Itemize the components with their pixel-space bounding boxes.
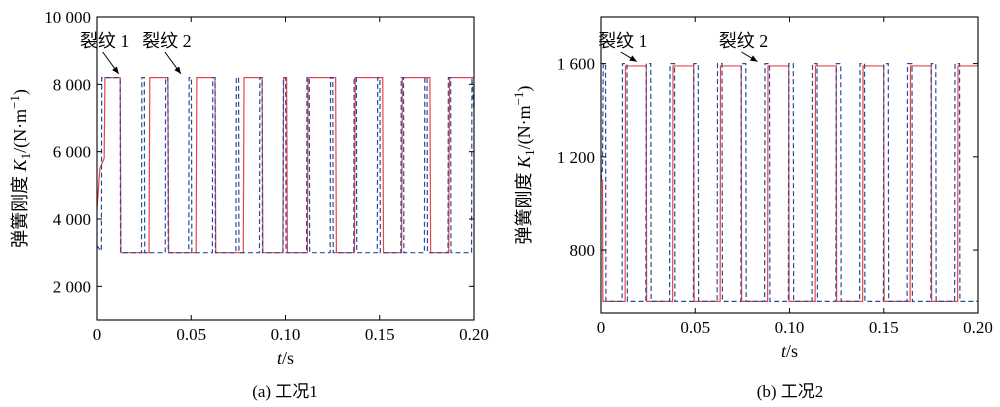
chart2-y-axis-label-prefix: 弹簧刚度: [514, 168, 534, 245]
chart2-y-axis-label-exp: −1: [511, 92, 526, 106]
chart1-y-tick-label: 10 000: [44, 8, 91, 27]
chart2-x-axis-label: t/s: [781, 341, 798, 361]
chart1-x-axis-label: t/s: [277, 348, 294, 368]
chart2-y-axis-label-unit: /(N·m: [514, 105, 535, 149]
chart2-x-tick-label: 0: [597, 318, 606, 337]
chart1-x-axis-label-symbol: t: [277, 348, 283, 368]
chart1-y-tick-label: 6 000: [53, 143, 91, 162]
chart2-annotation-crack-1: 裂纹 1: [598, 31, 648, 51]
chart2-annotation-arrowhead-1: [629, 55, 637, 62]
chart1-annotation-crack-1: 裂纹 1: [80, 31, 130, 51]
chart1-x-tick-label: 0: [93, 325, 102, 344]
chart2: 0 0.05 0.10 0.15 0.20 800 1 200 1 600 t/s 弹簧刚度 K1…: [511, 16, 993, 401]
chart1-x-tick-label: 0.05: [176, 325, 206, 344]
chart2-y-axis-label-close: ): [514, 86, 535, 92]
chart2-series-dashed-line: [601, 63, 978, 302]
chart1-y-axis-label-unit: /(N·m: [10, 109, 31, 153]
chart2-x-axis-label-unit: /s: [786, 341, 798, 361]
chart1-series-group: [97, 77, 474, 254]
chart2-x-axis-label-symbol: t: [781, 341, 787, 361]
chart1-y-tick-label: 2 000: [53, 277, 91, 296]
chart2-y-axis-label-symbol: K: [514, 155, 534, 169]
chart2-caption: (b) 工况2: [757, 382, 824, 401]
chart2-annotation-crack-2: 裂纹 2: [719, 31, 769, 51]
chart2-x-tick-label: 0.20: [963, 318, 993, 337]
chart2-y-axis-label-sub: 1: [522, 149, 537, 156]
chart1-y-axis-label-prefix: 弹簧刚度: [10, 171, 30, 248]
chart1-y-axis-label: 弹簧刚度 K1/(N·m−1): [7, 89, 33, 248]
chart1-y-axis-label-sub: 1: [18, 153, 33, 160]
chart1-annotation-crack-2: 裂纹 2: [142, 31, 192, 51]
chart1-x-tick-label: 0.10: [271, 325, 301, 344]
chart2-series-group: [601, 63, 978, 302]
chart2-y-tick-label: 1 600: [557, 55, 595, 74]
chart1-annotation-arrowhead-1: [112, 66, 119, 74]
chart2-annotation-arrowhead-2: [749, 55, 758, 62]
chart1-y-tick-label: 4 000: [53, 210, 91, 229]
chart1-x-tick-label: 0.15: [365, 325, 395, 344]
chart2-y-axis-label: 弹簧刚度 K1/(N·m−1): [511, 86, 537, 245]
chart2-series-solid-line: [601, 65, 978, 302]
chart1-x-axis-label-unit: /s: [282, 348, 294, 368]
chart1-y-axis-label-symbol: K: [10, 158, 30, 172]
chart2-x-tick-label: 0.15: [869, 318, 899, 337]
chart1-caption: (a) 工况1: [252, 382, 318, 401]
chart1: 0 0.05 0.10 0.15 0.20 2 000 4 000 6 000 8 000 10 …: [7, 8, 489, 401]
chart1-series-dashed-line: [97, 77, 474, 254]
chart2-y-tick-label: 1 200: [557, 148, 595, 167]
chart1-y-tick-label: 8 000: [53, 75, 91, 94]
chart1-x-tick-label: 0.20: [459, 325, 489, 344]
chart2-x-tick-label: 0.10: [775, 318, 805, 337]
chart1-y-axis-label-close: ): [10, 89, 31, 95]
chart1-y-axis-label-exp: −1: [7, 95, 22, 109]
chart2-y-tick-label: 800: [570, 241, 596, 260]
chart1-annotation-arrowhead-2: [174, 66, 181, 74]
chart2-x-tick-label: 0.05: [680, 318, 710, 337]
